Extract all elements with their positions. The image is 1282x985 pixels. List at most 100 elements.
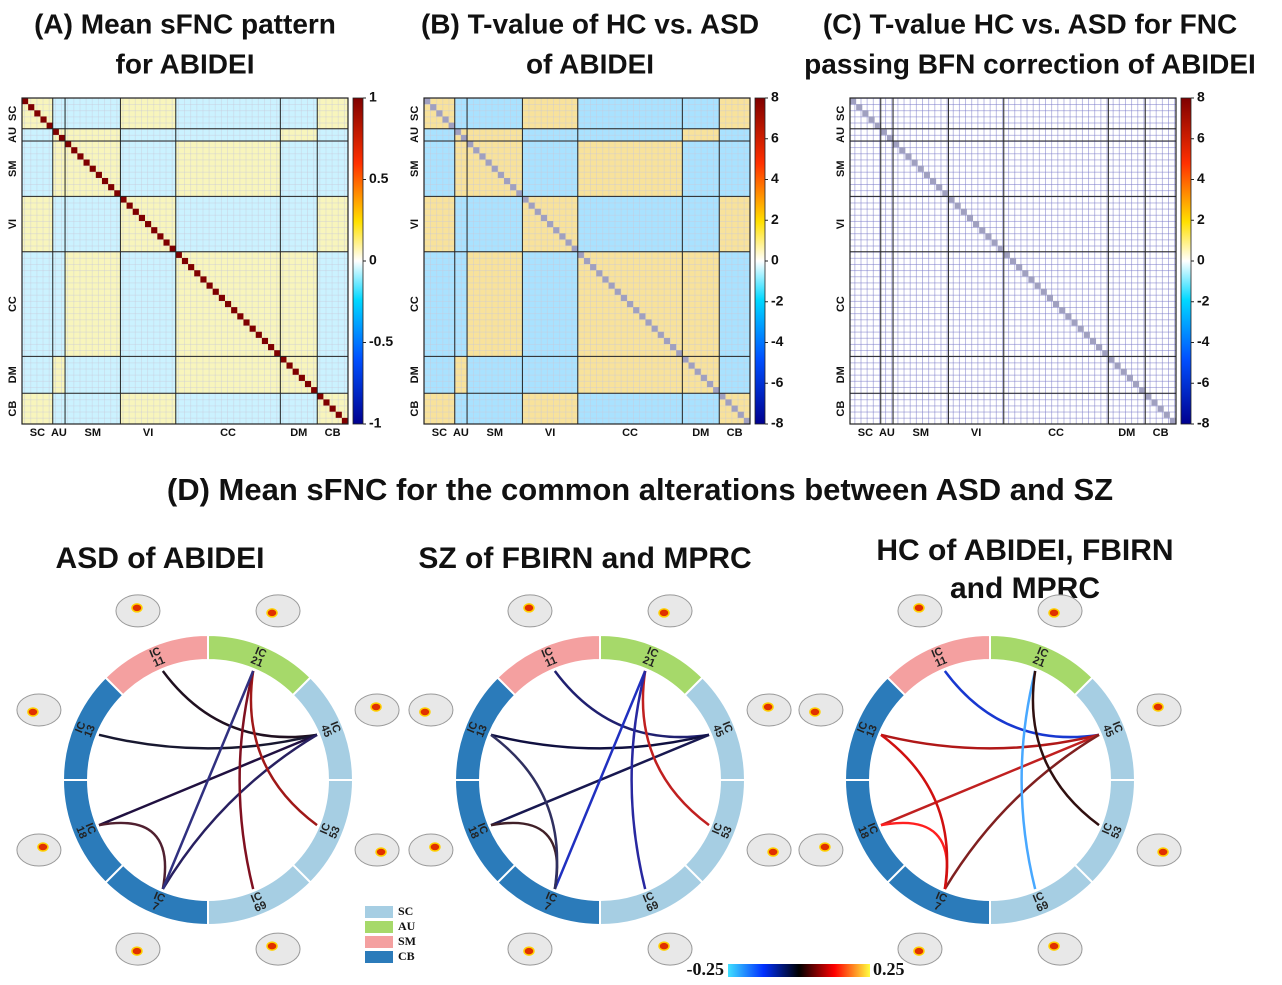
brain-activation bbox=[523, 946, 535, 956]
col-label: CC bbox=[1048, 427, 1064, 439]
col-label: CC bbox=[622, 427, 638, 439]
diagonal-cell bbox=[676, 350, 683, 357]
colorbar-tick-label: 4 bbox=[1197, 170, 1205, 186]
diagonal-cell bbox=[1120, 368, 1127, 375]
diagonal-cell bbox=[583, 257, 591, 265]
brain-icon bbox=[255, 932, 301, 966]
row-label: DM bbox=[409, 366, 421, 383]
diagonal-cell bbox=[83, 159, 90, 166]
chord bbox=[880, 733, 1100, 827]
panel-title: (C) T-value HC vs. ASD for FNC bbox=[823, 8, 1237, 39]
brain-activation bbox=[266, 608, 278, 618]
diagonal-cell bbox=[1108, 356, 1115, 363]
chord bbox=[161, 733, 318, 890]
row-label: CC bbox=[409, 296, 421, 312]
diagonal-cell bbox=[255, 331, 262, 338]
segment-label: IC bbox=[641, 890, 656, 905]
diagonal-cell bbox=[893, 141, 900, 148]
diagonal-cell bbox=[1083, 331, 1090, 338]
diagonal-cell bbox=[280, 356, 287, 363]
diagonal-cell bbox=[917, 165, 924, 172]
diagonal-cell bbox=[145, 221, 152, 228]
diagonal-cell bbox=[1126, 374, 1133, 381]
diagonal-cell bbox=[510, 184, 517, 191]
chord bbox=[1020, 670, 1037, 890]
diagonal-cell bbox=[497, 171, 504, 178]
chord bbox=[630, 670, 647, 890]
diagonal-cell bbox=[126, 202, 133, 209]
colorbar-tick-label: 2 bbox=[771, 211, 779, 227]
colorbar-tick-label: 0 bbox=[771, 252, 779, 268]
diagonal-cell bbox=[1009, 257, 1017, 265]
chord bbox=[490, 733, 559, 890]
diagonal-cell bbox=[1065, 313, 1072, 320]
diagonal-cell bbox=[966, 214, 974, 222]
brain-icon bbox=[798, 693, 844, 727]
diagonal-cell bbox=[1034, 282, 1041, 289]
segment-label: IC bbox=[73, 720, 88, 735]
diagonal-cell bbox=[528, 202, 535, 209]
segment-label: 21 bbox=[641, 654, 657, 670]
diagonal-cell bbox=[1040, 288, 1047, 295]
section-title: (D) Mean sFNC for the common alterations… bbox=[167, 472, 1113, 507]
row-label: CC bbox=[7, 296, 19, 312]
diagonal-cell bbox=[436, 110, 443, 117]
diagonal-cell bbox=[430, 104, 437, 111]
col-label: SC bbox=[30, 427, 45, 439]
segment-label: IC bbox=[865, 821, 880, 836]
col-label: SM bbox=[486, 427, 503, 439]
diagonal-cell bbox=[231, 307, 238, 314]
diagonal-cell bbox=[651, 325, 658, 332]
colorbar-label: 0.25 bbox=[873, 959, 905, 979]
diagonal-cell bbox=[850, 98, 857, 105]
diagonal-cell bbox=[1157, 405, 1164, 412]
brain-activation bbox=[131, 946, 143, 956]
col-label: SC bbox=[858, 427, 873, 439]
legend-swatch bbox=[365, 921, 393, 933]
colorbar-tick-label: 2 bbox=[1197, 211, 1205, 227]
brain-activation bbox=[1152, 702, 1164, 712]
ring-segment bbox=[886, 633, 991, 697]
col-label: DM bbox=[692, 427, 709, 439]
diagonal-cell bbox=[737, 411, 744, 418]
diagonal-cell bbox=[590, 264, 597, 271]
chord bbox=[1031, 670, 1100, 827]
brain-icon bbox=[1037, 932, 1083, 966]
diagonal-cell bbox=[725, 399, 732, 406]
diagonal-cell bbox=[108, 184, 115, 191]
diagonal-cell bbox=[1052, 300, 1060, 308]
legend-label: AU bbox=[398, 919, 416, 933]
diagonal-cell bbox=[1016, 264, 1023, 271]
colorbar-tick-label: 4 bbox=[771, 170, 779, 186]
diagonal-cell bbox=[224, 300, 232, 308]
diagonal-cell bbox=[633, 307, 640, 314]
col-label: AU bbox=[51, 427, 67, 439]
brain-activation bbox=[658, 608, 670, 618]
circle-title: HC of ABIDEI, FBIRN bbox=[876, 534, 1173, 567]
chord bbox=[880, 733, 949, 890]
diagonal-cell bbox=[929, 177, 937, 185]
row-label: SC bbox=[7, 106, 19, 121]
chord bbox=[490, 733, 710, 750]
diagonal-cell bbox=[77, 153, 84, 160]
diagonal-cell bbox=[1114, 362, 1121, 369]
diagonal-cell bbox=[120, 196, 127, 203]
circle-title: ASD of ABIDEI bbox=[56, 542, 265, 575]
diagonal-cell bbox=[52, 128, 59, 135]
col-label: SM bbox=[84, 427, 101, 439]
col-label: AU bbox=[453, 427, 469, 439]
colorbar-tick-label: 6 bbox=[771, 129, 779, 145]
segment-label: 13 bbox=[864, 723, 880, 739]
diagonal-cell bbox=[954, 202, 961, 209]
diagonal-cell bbox=[479, 153, 486, 160]
diagonal-cell bbox=[1022, 270, 1029, 277]
segment-label: IC bbox=[855, 720, 870, 735]
segment-label: IC bbox=[1031, 890, 1046, 905]
colorbar-tick-label: -1 bbox=[369, 415, 382, 431]
brain-activation bbox=[419, 707, 431, 717]
segment-label: IC bbox=[327, 720, 342, 735]
segment-label: IC bbox=[930, 645, 945, 660]
colorbar-tick-label: 0 bbox=[369, 252, 377, 268]
